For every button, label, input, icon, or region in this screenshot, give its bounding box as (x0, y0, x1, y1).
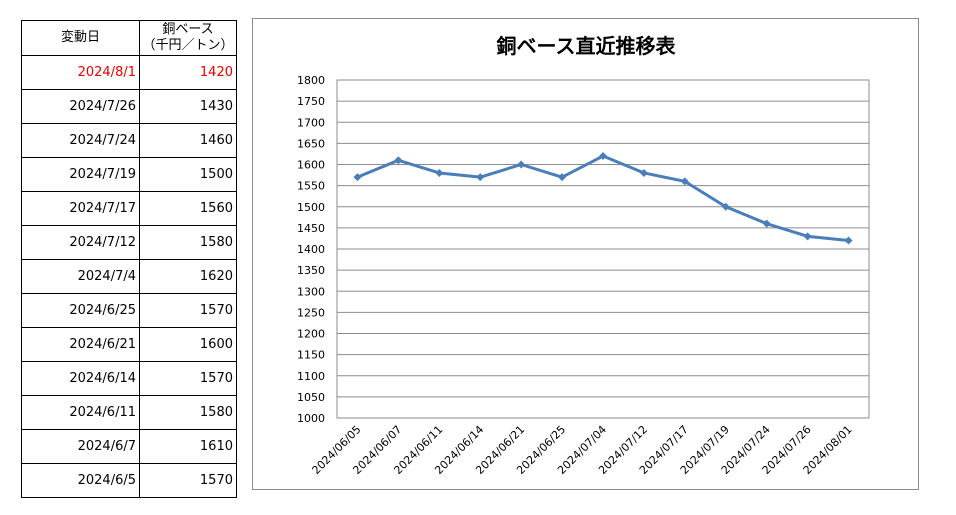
series-layer (353, 152, 853, 245)
cell-date: 2024/7/19 (21, 157, 140, 192)
table-row: 2024/7/4 1620 (21, 259, 237, 294)
cell-date: 2024/7/26 (21, 89, 140, 124)
y-tick-label: 1000 (297, 412, 325, 425)
cell-price: 1570 (139, 293, 237, 328)
y-tick-label: 1250 (297, 306, 325, 319)
grid-lines (337, 79, 869, 419)
data-point (599, 152, 607, 161)
table-row: 2024/8/1 1420 (21, 55, 237, 90)
cell-date: 2024/6/5 (21, 463, 140, 498)
cell-price: 1600 (139, 327, 237, 362)
table-row: 2024/6/5 1570 (21, 463, 237, 498)
table-header-row: 変動日 銅ベース （千円／トン） (21, 20, 237, 56)
data-point (558, 173, 567, 182)
table-row: 2024/7/24 1460 (21, 123, 237, 158)
table-row: 2024/6/7 1610 (21, 429, 237, 464)
data-point (803, 232, 812, 241)
cell-price: 1610 (139, 429, 237, 464)
data-point (762, 219, 771, 228)
cell-date: 2024/6/25 (21, 293, 140, 328)
y-tick-label: 1100 (297, 370, 325, 383)
cell-price: 1570 (139, 463, 237, 498)
y-tick-label: 1650 (297, 137, 325, 150)
table-row: 2024/7/12 1580 (21, 225, 237, 260)
y-tick-label: 1600 (297, 159, 325, 172)
cell-price: 1570 (139, 361, 237, 396)
cell-date: 2024/7/17 (21, 191, 140, 226)
cell-date: 2024/6/21 (21, 327, 140, 362)
cell-date: 2024/6/7 (21, 429, 140, 464)
data-point (721, 202, 730, 211)
table-row: 2024/6/25 1570 (21, 293, 237, 328)
cell-price: 1460 (139, 123, 237, 158)
y-tick-label: 1700 (297, 116, 325, 129)
data-point (680, 177, 689, 186)
data-point (435, 168, 444, 177)
table-row: 2024/6/14 1570 (21, 361, 237, 396)
data-point (517, 160, 526, 169)
cell-date: 2024/6/11 (21, 395, 140, 430)
cell-price: 1430 (139, 89, 237, 124)
data-point (639, 168, 648, 177)
data-point (844, 236, 853, 245)
y-axis: 1000 1050 1100 1150 1200 1250 1300 1350 1400 1450… (297, 74, 325, 425)
table-row: 2024/6/21 1600 (21, 327, 237, 362)
chart-frame: 銅ベース直近推移表 1000 1050 1100 1150 1200 1250 1300 13… (252, 18, 919, 490)
y-tick-label: 1150 (297, 349, 325, 362)
table-row: 2024/7/26 1430 (21, 89, 237, 124)
x-axis: 2024/06/052024/06/072024/06/112024/06/14… (310, 423, 855, 477)
table-row: 2024/7/17 1560 (21, 191, 237, 226)
copper-rate-table: 変動日 銅ベース （千円／トン） 2024/8/1 1420 2024/7/26 1… (21, 20, 237, 498)
line-chart: 銅ベース直近推移表 1000 1050 1100 1150 1200 1250 1300 13… (297, 34, 870, 477)
chart-title: 銅ベース直近推移表 (497, 34, 677, 58)
plot-area (336, 79, 870, 419)
header-price-line1: 銅ベース (162, 22, 214, 37)
y-tick-label: 1050 (297, 391, 325, 404)
cell-date: 2024/7/24 (21, 123, 140, 158)
table-row: 2024/6/11 1580 (21, 395, 237, 430)
table-row: 2024/7/19 1500 (21, 157, 237, 192)
data-point (353, 173, 362, 182)
y-tick-label: 1750 (297, 95, 325, 108)
header-price: 銅ベース （千円／トン） (139, 20, 237, 56)
cell-date: 2024/7/12 (21, 225, 140, 260)
header-price-line2: （千円／トン） (142, 38, 234, 53)
cell-price: 1620 (139, 259, 237, 294)
cell-date: 2024/7/4 (21, 259, 140, 294)
y-tick-label: 1300 (297, 285, 325, 298)
cell-price: 1420 (139, 55, 237, 90)
cell-price: 1580 (139, 225, 237, 260)
cell-date: 2024/6/14 (21, 361, 140, 396)
y-tick-label: 1550 (297, 180, 325, 193)
y-tick-label: 1800 (297, 74, 325, 87)
cell-price: 1580 (139, 395, 237, 430)
data-point (476, 173, 485, 182)
cell-date: 2024/8/1 (21, 55, 140, 90)
header-date: 変動日 (21, 20, 140, 56)
cell-price: 1500 (139, 157, 237, 192)
y-tick-label: 1450 (297, 222, 325, 235)
y-tick-label: 1500 (297, 201, 325, 214)
cell-price: 1560 (139, 191, 237, 226)
y-tick-label: 1400 (297, 243, 325, 256)
y-tick-label: 1200 (297, 328, 325, 341)
y-tick-label: 1350 (297, 264, 325, 277)
data-point (394, 156, 403, 165)
